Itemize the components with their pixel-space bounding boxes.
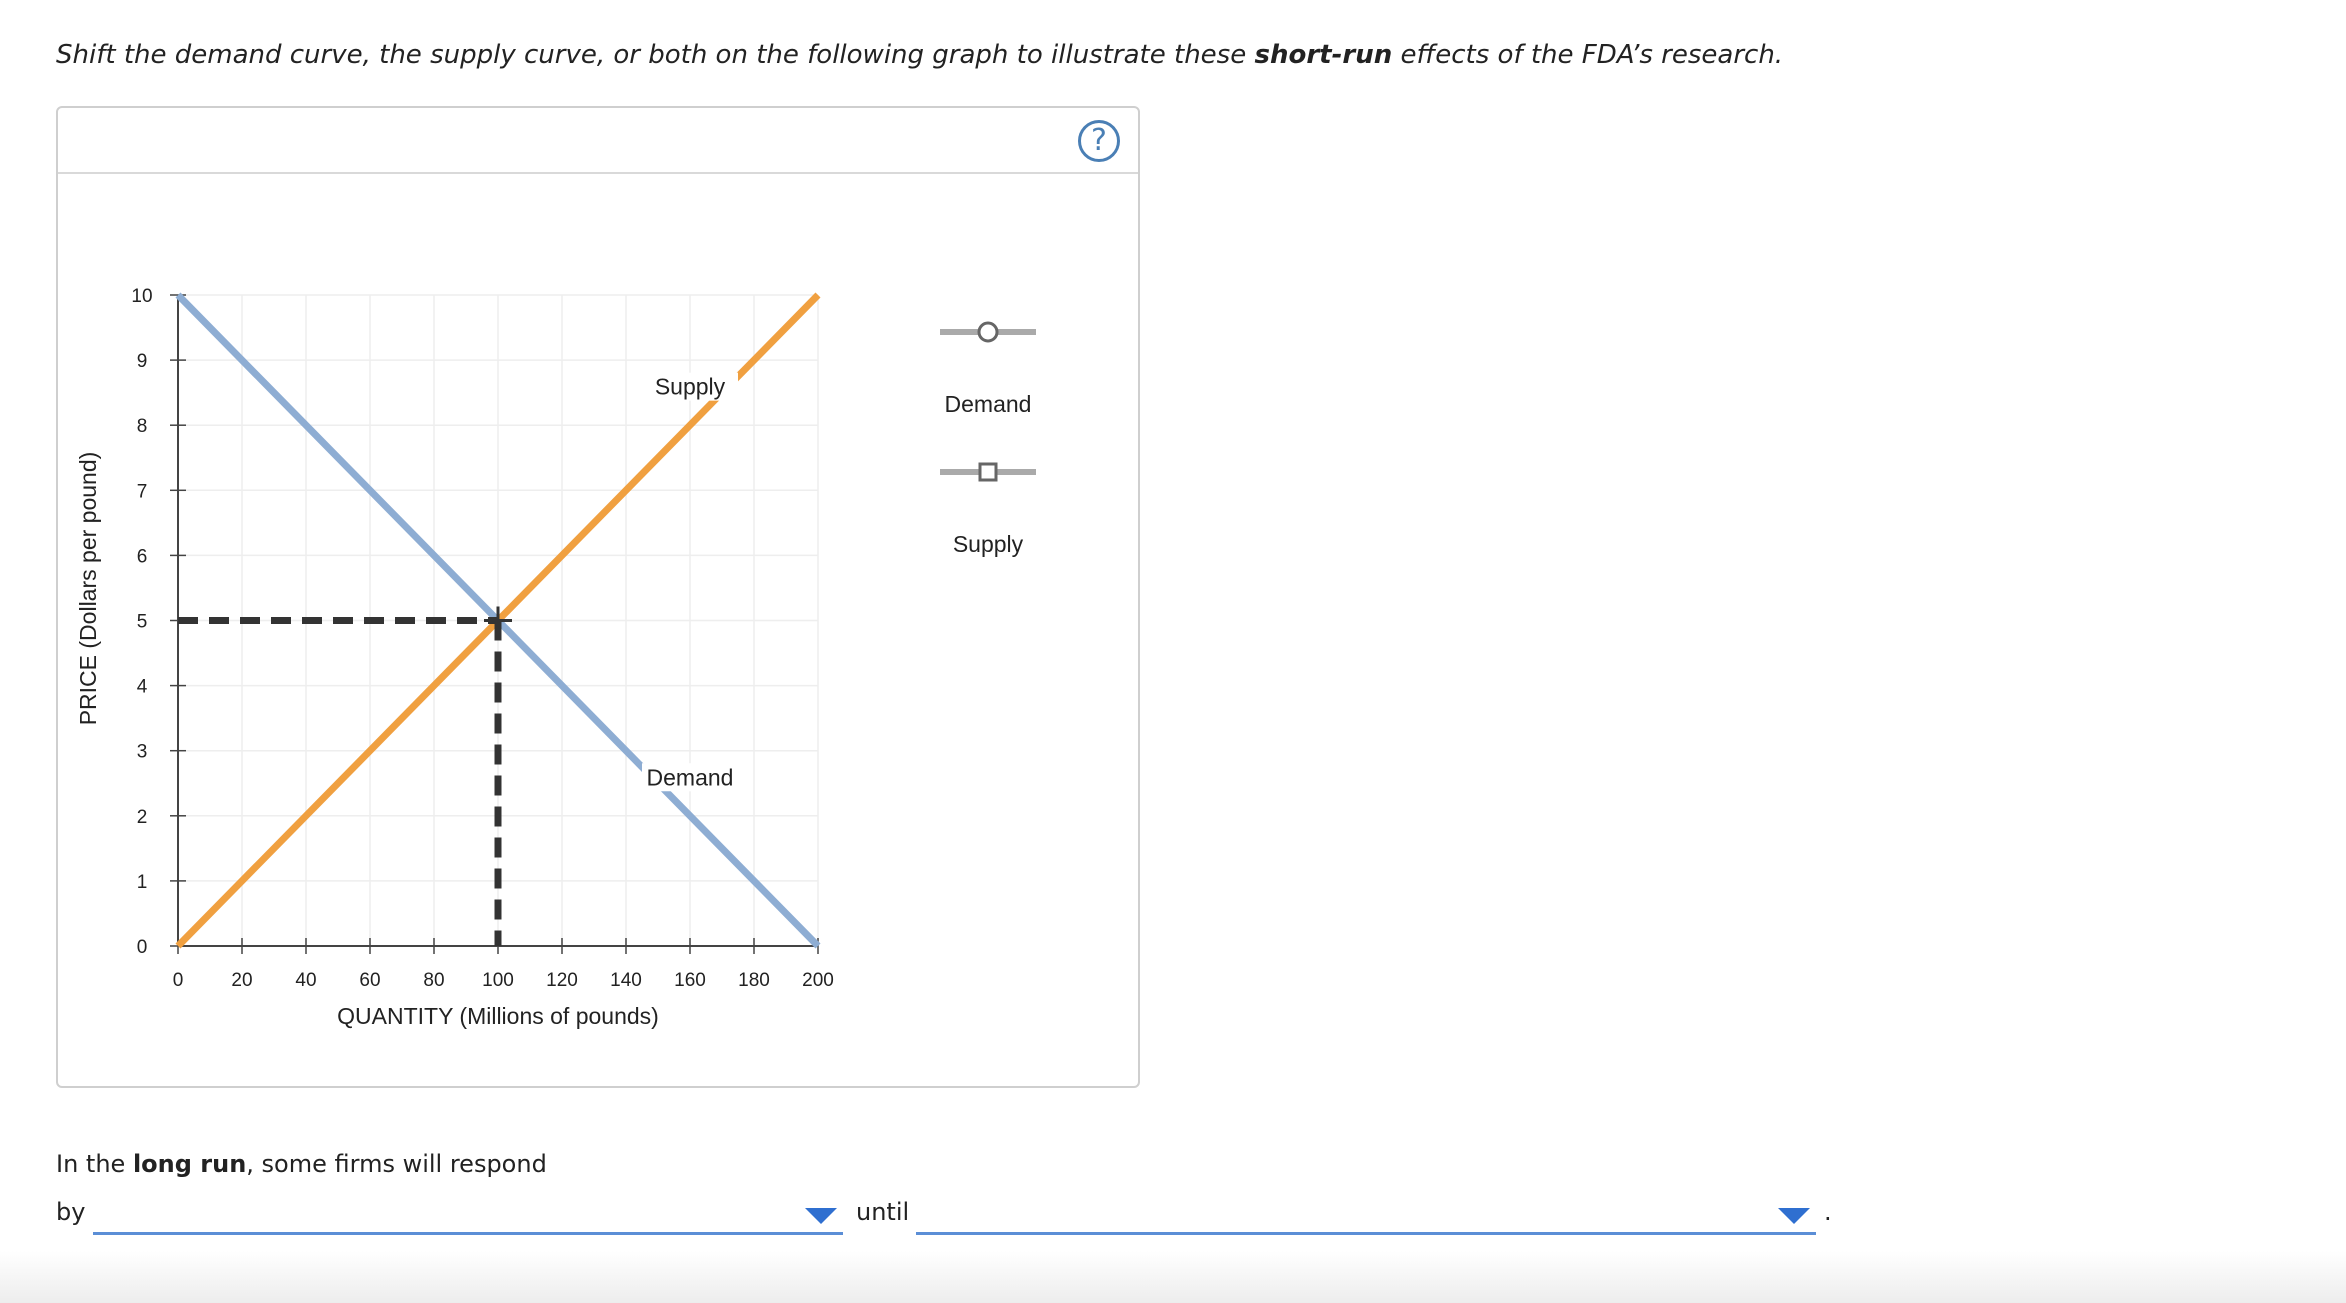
equilibrium-lines: [178, 606, 512, 946]
legend-demand-label: Demand: [945, 391, 1032, 417]
panel-header: ?: [58, 108, 1138, 174]
supply-demand-graph[interactable]: 0 20 40 60 80 100 120 140 160 180 200 0 1 2 3 4 5 6 7 8 9 10 Q…: [58, 108, 1138, 1084]
long-run-bold: long run: [132, 1150, 247, 1178]
y-tick-label: 4: [137, 677, 148, 698]
y-tick-label: 10: [131, 286, 152, 307]
x-tick-label: 200: [802, 970, 834, 991]
supply-label-bg: [642, 372, 738, 401]
response-dropdown[interactable]: [93, 1198, 843, 1235]
y-tick-label: 9: [137, 351, 148, 372]
x-tick-label: 140: [610, 970, 642, 991]
instruction-text: Shift the demand curve, the supply curve…: [56, 40, 1783, 70]
help-icon[interactable]: ?: [1078, 120, 1120, 162]
x-tick-label: 180: [738, 970, 770, 991]
instruction-bold: short-run: [1254, 40, 1393, 70]
chevron-down-icon: [805, 1208, 837, 1224]
y-tick-label: 5: [137, 612, 148, 633]
x-tick-label: 60: [359, 970, 380, 991]
y-tick-label: 1: [137, 872, 148, 893]
x-axis-label: QUANTITY (Millions of pounds): [337, 1003, 659, 1029]
until-label: until: [856, 1198, 910, 1226]
graph-panel: ? 0 20 40 60 80 100 120 140 160 180 200 0 1 2 3 4 5 6 7 8 9 1…: [56, 106, 1140, 1088]
x-tick-label: 80: [423, 970, 444, 991]
chevron-down-icon: [1778, 1208, 1810, 1224]
instruction-before: Shift the demand curve, the supply curve…: [56, 40, 1255, 70]
x-tick-label: 120: [546, 970, 578, 991]
y-tick-label: 3: [137, 742, 148, 763]
supply-curve-label: Supply: [655, 374, 726, 400]
y-tick-label: 2: [137, 807, 148, 828]
footer-shade: [0, 1251, 2346, 1303]
period: .: [1824, 1198, 1832, 1226]
x-tick-label: 0: [173, 970, 184, 991]
x-tick-label: 160: [674, 970, 706, 991]
legend-supply-label: Supply: [953, 531, 1024, 557]
until-dropdown[interactable]: [916, 1198, 1816, 1235]
x-tick-label: 100: [482, 970, 514, 991]
curve-labels: Demand Supply: [642, 372, 738, 792]
x-tick-label: 20: [231, 970, 252, 991]
by-label: by: [56, 1198, 86, 1226]
long-run-suffix: , some firms will respond: [246, 1150, 547, 1178]
y-tick-label: 8: [137, 416, 148, 437]
long-run-sentence: In the long run, some firms will respond: [56, 1150, 547, 1178]
y-tick-label: 7: [137, 481, 148, 502]
y-axis-label: PRICE (Dollars per pound): [75, 452, 101, 726]
x-tick-label: 40: [295, 970, 316, 991]
y-tick-label: 0: [137, 937, 148, 958]
legend-supply-square-icon[interactable]: [978, 462, 998, 482]
demand-label-bg: [642, 763, 738, 792]
long-run-prefix: In the: [56, 1150, 133, 1178]
axes: 0 20 40 60 80 100 120 140 160 180 200 0 1 2 3 4 5 6 7 8 9 10 Q…: [75, 286, 834, 1029]
y-tick-label: 6: [137, 546, 148, 567]
legend[interactable]: Demand Supply: [940, 321, 1036, 557]
demand-curve-label: Demand: [647, 764, 734, 790]
legend-demand-circle-icon[interactable]: [977, 321, 999, 343]
instruction-after: effects of the FDA’s research.: [1392, 40, 1784, 70]
